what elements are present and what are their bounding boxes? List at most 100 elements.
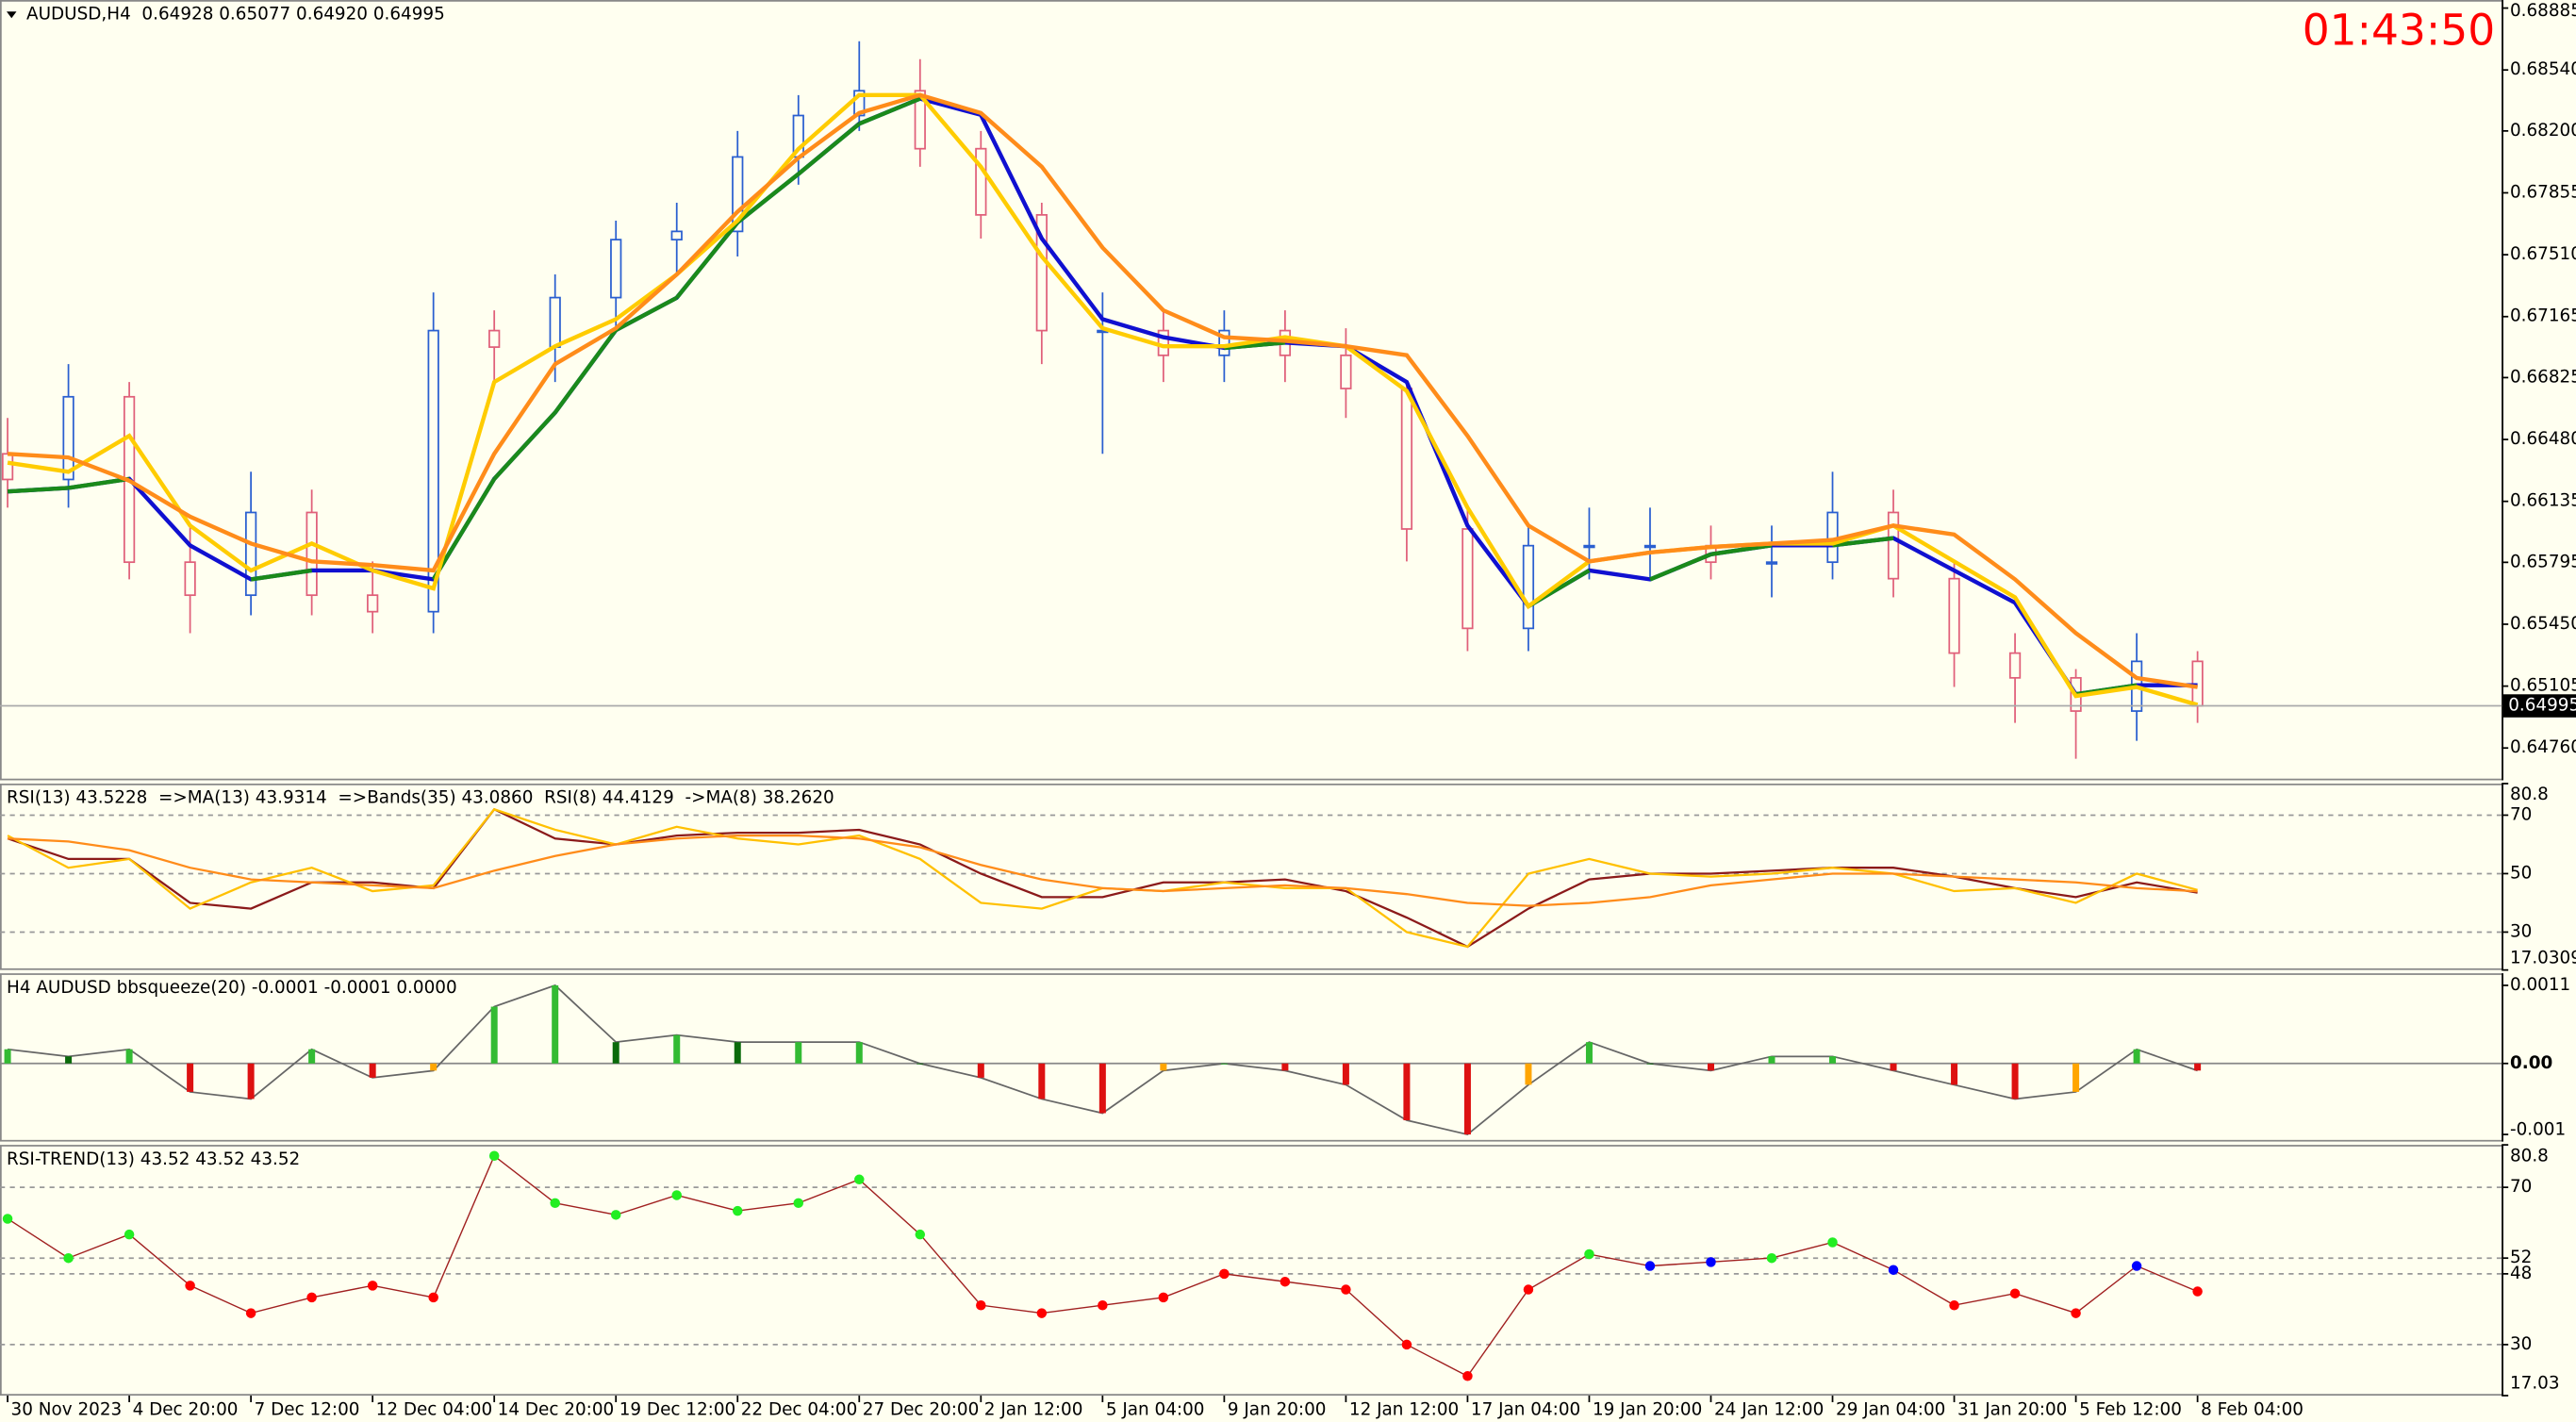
- candle-body: [2008, 652, 2022, 679]
- trend-dot: [610, 1210, 621, 1220]
- y-tick-label: 0.0011: [2510, 975, 2570, 995]
- histogram-bar: [2011, 1063, 2019, 1100]
- candle-body: [305, 511, 318, 597]
- histogram-bar: [2194, 1063, 2202, 1071]
- histogram-bar: [308, 1049, 316, 1064]
- candle-body: [1340, 354, 1352, 389]
- histogram-bar: [1038, 1063, 1046, 1100]
- histogram-bar: [552, 984, 559, 1064]
- histogram-bar: [65, 1056, 73, 1064]
- candle-body: [1, 453, 14, 481]
- histogram-bar: [1098, 1063, 1106, 1114]
- y-tick-label: 17.0309: [2510, 948, 2576, 967]
- trend-dot: [1341, 1284, 1351, 1295]
- histogram-bar: [1403, 1063, 1411, 1121]
- candle-body: [488, 329, 501, 348]
- y-tick-label: 0.00: [2510, 1053, 2552, 1073]
- trend-dot: [1280, 1276, 1291, 1287]
- candle-body: [244, 511, 257, 597]
- trend-dot: [245, 1308, 256, 1318]
- histogram-bar: [1890, 1063, 1897, 1071]
- y-tick-label: 50: [2510, 863, 2532, 883]
- trend-dot: [2009, 1288, 2021, 1298]
- candle-body: [184, 561, 196, 597]
- y-tick-label: 70: [2510, 1177, 2532, 1197]
- candle-body: [1400, 388, 1413, 530]
- clock: 01:43:50: [2303, 6, 2495, 56]
- trend-dot: [671, 1190, 682, 1200]
- histogram-bar: [1342, 1063, 1349, 1085]
- y-tick-label: 0.68200: [2510, 121, 2576, 141]
- histogram-bar: [1525, 1063, 1532, 1085]
- histogram-bar: [125, 1049, 133, 1064]
- histogram-bar: [1829, 1056, 1837, 1064]
- trend-dot: [1462, 1371, 1473, 1381]
- trend-dot: [2071, 1308, 2081, 1318]
- y-tick-label: 30: [2510, 921, 2532, 941]
- ma-up-segment: [858, 96, 921, 126]
- trend-dot: [367, 1281, 378, 1291]
- y-tick-label: 80.8: [2510, 1146, 2549, 1166]
- ma-up-segment: [68, 476, 130, 490]
- y-tick-label: 0.68540: [2510, 59, 2576, 79]
- trend-dot: [1644, 1261, 1656, 1271]
- x-tick-label: 4 Dec 20:00: [133, 1400, 239, 1420]
- x-tick-label: 19 Dec 12:00: [619, 1400, 736, 1420]
- x-tick-label: 30 Nov 2023: [11, 1400, 123, 1420]
- candle-body: [670, 230, 683, 241]
- trend-dot: [1888, 1265, 1899, 1275]
- trend-dot: [124, 1229, 135, 1240]
- histogram-bar: [2072, 1063, 2080, 1092]
- y-tick-label: 30: [2510, 1334, 2532, 1354]
- ma-up-segment: [1649, 552, 1712, 582]
- x-tick-label: 12 Jan 12:00: [1349, 1400, 1459, 1420]
- panel-title: AUDUSD,H4 0.64928 0.65077 0.64920 0.6499…: [26, 5, 445, 25]
- x-tick-label: 5 Jan 04:00: [1106, 1400, 1205, 1420]
- trend-dot: [1827, 1237, 1838, 1248]
- candle-body: [1583, 544, 1595, 549]
- trend-dot: [793, 1198, 804, 1209]
- ma-up-segment: [797, 122, 861, 176]
- trend-dot: [1766, 1252, 1777, 1264]
- histogram-bar: [1646, 1063, 1654, 1065]
- ma-up-segment: [1710, 543, 1773, 556]
- ma-up-segment: [431, 477, 497, 581]
- trend-dot: [1401, 1339, 1412, 1350]
- histogram-bar: [795, 1042, 802, 1064]
- y-tick-label: 0.65795: [2510, 552, 2576, 571]
- trend-dot: [2131, 1261, 2142, 1271]
- ma-line: [7, 92, 2199, 707]
- menu-triangle: [7, 11, 17, 19]
- x-tick-label: 24 Jan 12:00: [1714, 1400, 1824, 1420]
- current-price-box: [2502, 694, 2576, 718]
- trend-dot: [63, 1252, 74, 1264]
- trend-dot: [2, 1214, 13, 1224]
- y-tick-label: 0.66135: [2510, 491, 2576, 511]
- y-tick-label: 17.03: [2510, 1374, 2560, 1394]
- histogram-bar: [430, 1063, 438, 1071]
- trend-dot: [1706, 1257, 1716, 1267]
- histogram-bar: [916, 1063, 924, 1065]
- histogram-bar: [1281, 1063, 1289, 1071]
- panel-title: RSI-TREND(13) 43.52 43.52 43.52: [7, 1149, 300, 1169]
- candle-body: [427, 329, 439, 613]
- trend-dot: [1219, 1268, 1230, 1280]
- candle-body: [914, 90, 926, 150]
- histogram-bar: [1951, 1063, 1958, 1085]
- histogram-bar: [1160, 1063, 1167, 1071]
- trend-dot: [1584, 1248, 1594, 1260]
- current-price-label: 0.64995: [2508, 696, 2576, 716]
- ma-up-segment: [553, 328, 618, 414]
- ma-up-segment: [735, 172, 801, 224]
- histogram-bar: [734, 1042, 741, 1064]
- trend-dot: [550, 1198, 560, 1209]
- candle-body: [732, 156, 744, 233]
- histogram-bar: [673, 1034, 681, 1064]
- histogram-bar: [4, 1049, 11, 1064]
- ma-line: [7, 92, 2198, 689]
- y-tick-label: 80.8: [2510, 785, 2549, 804]
- trend-dot: [915, 1229, 926, 1240]
- trend-dot: [1036, 1308, 1048, 1318]
